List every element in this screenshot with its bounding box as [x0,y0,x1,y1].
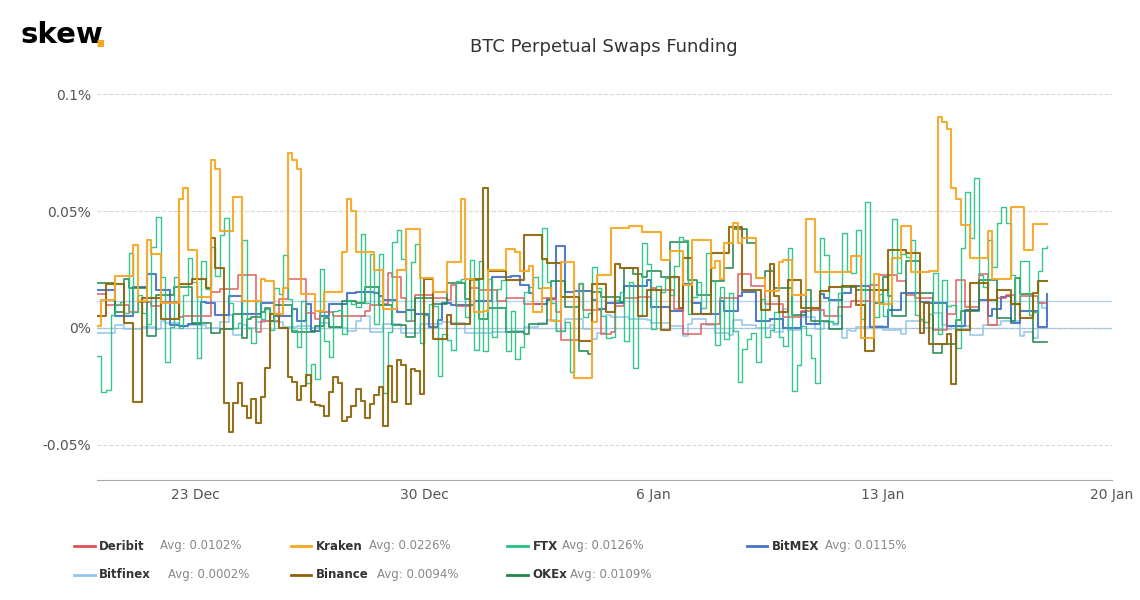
Text: Avg: 0.0002%: Avg: 0.0002% [168,568,250,581]
Text: Avg: 0.0094%: Avg: 0.0094% [377,568,458,581]
Text: Avg: 0.0109%: Avg: 0.0109% [570,568,652,581]
Text: Deribit: Deribit [99,539,145,553]
Text: Avg: 0.0226%: Avg: 0.0226% [369,539,450,553]
Text: BitMEX: BitMEX [772,539,820,553]
Text: Bitfinex: Bitfinex [99,568,152,581]
Text: skew: skew [21,21,104,49]
Text: OKEx: OKEx [532,568,567,581]
Text: Avg: 0.0102%: Avg: 0.0102% [161,539,242,553]
Title: BTC Perpetual Swaps Funding: BTC Perpetual Swaps Funding [471,38,738,56]
Text: FTX: FTX [532,539,557,553]
Text: Binance: Binance [316,568,368,581]
Text: Avg: 0.0126%: Avg: 0.0126% [562,539,644,553]
Text: Avg: 0.0115%: Avg: 0.0115% [825,539,906,553]
Text: .: . [93,20,107,54]
Text: Kraken: Kraken [316,539,363,553]
